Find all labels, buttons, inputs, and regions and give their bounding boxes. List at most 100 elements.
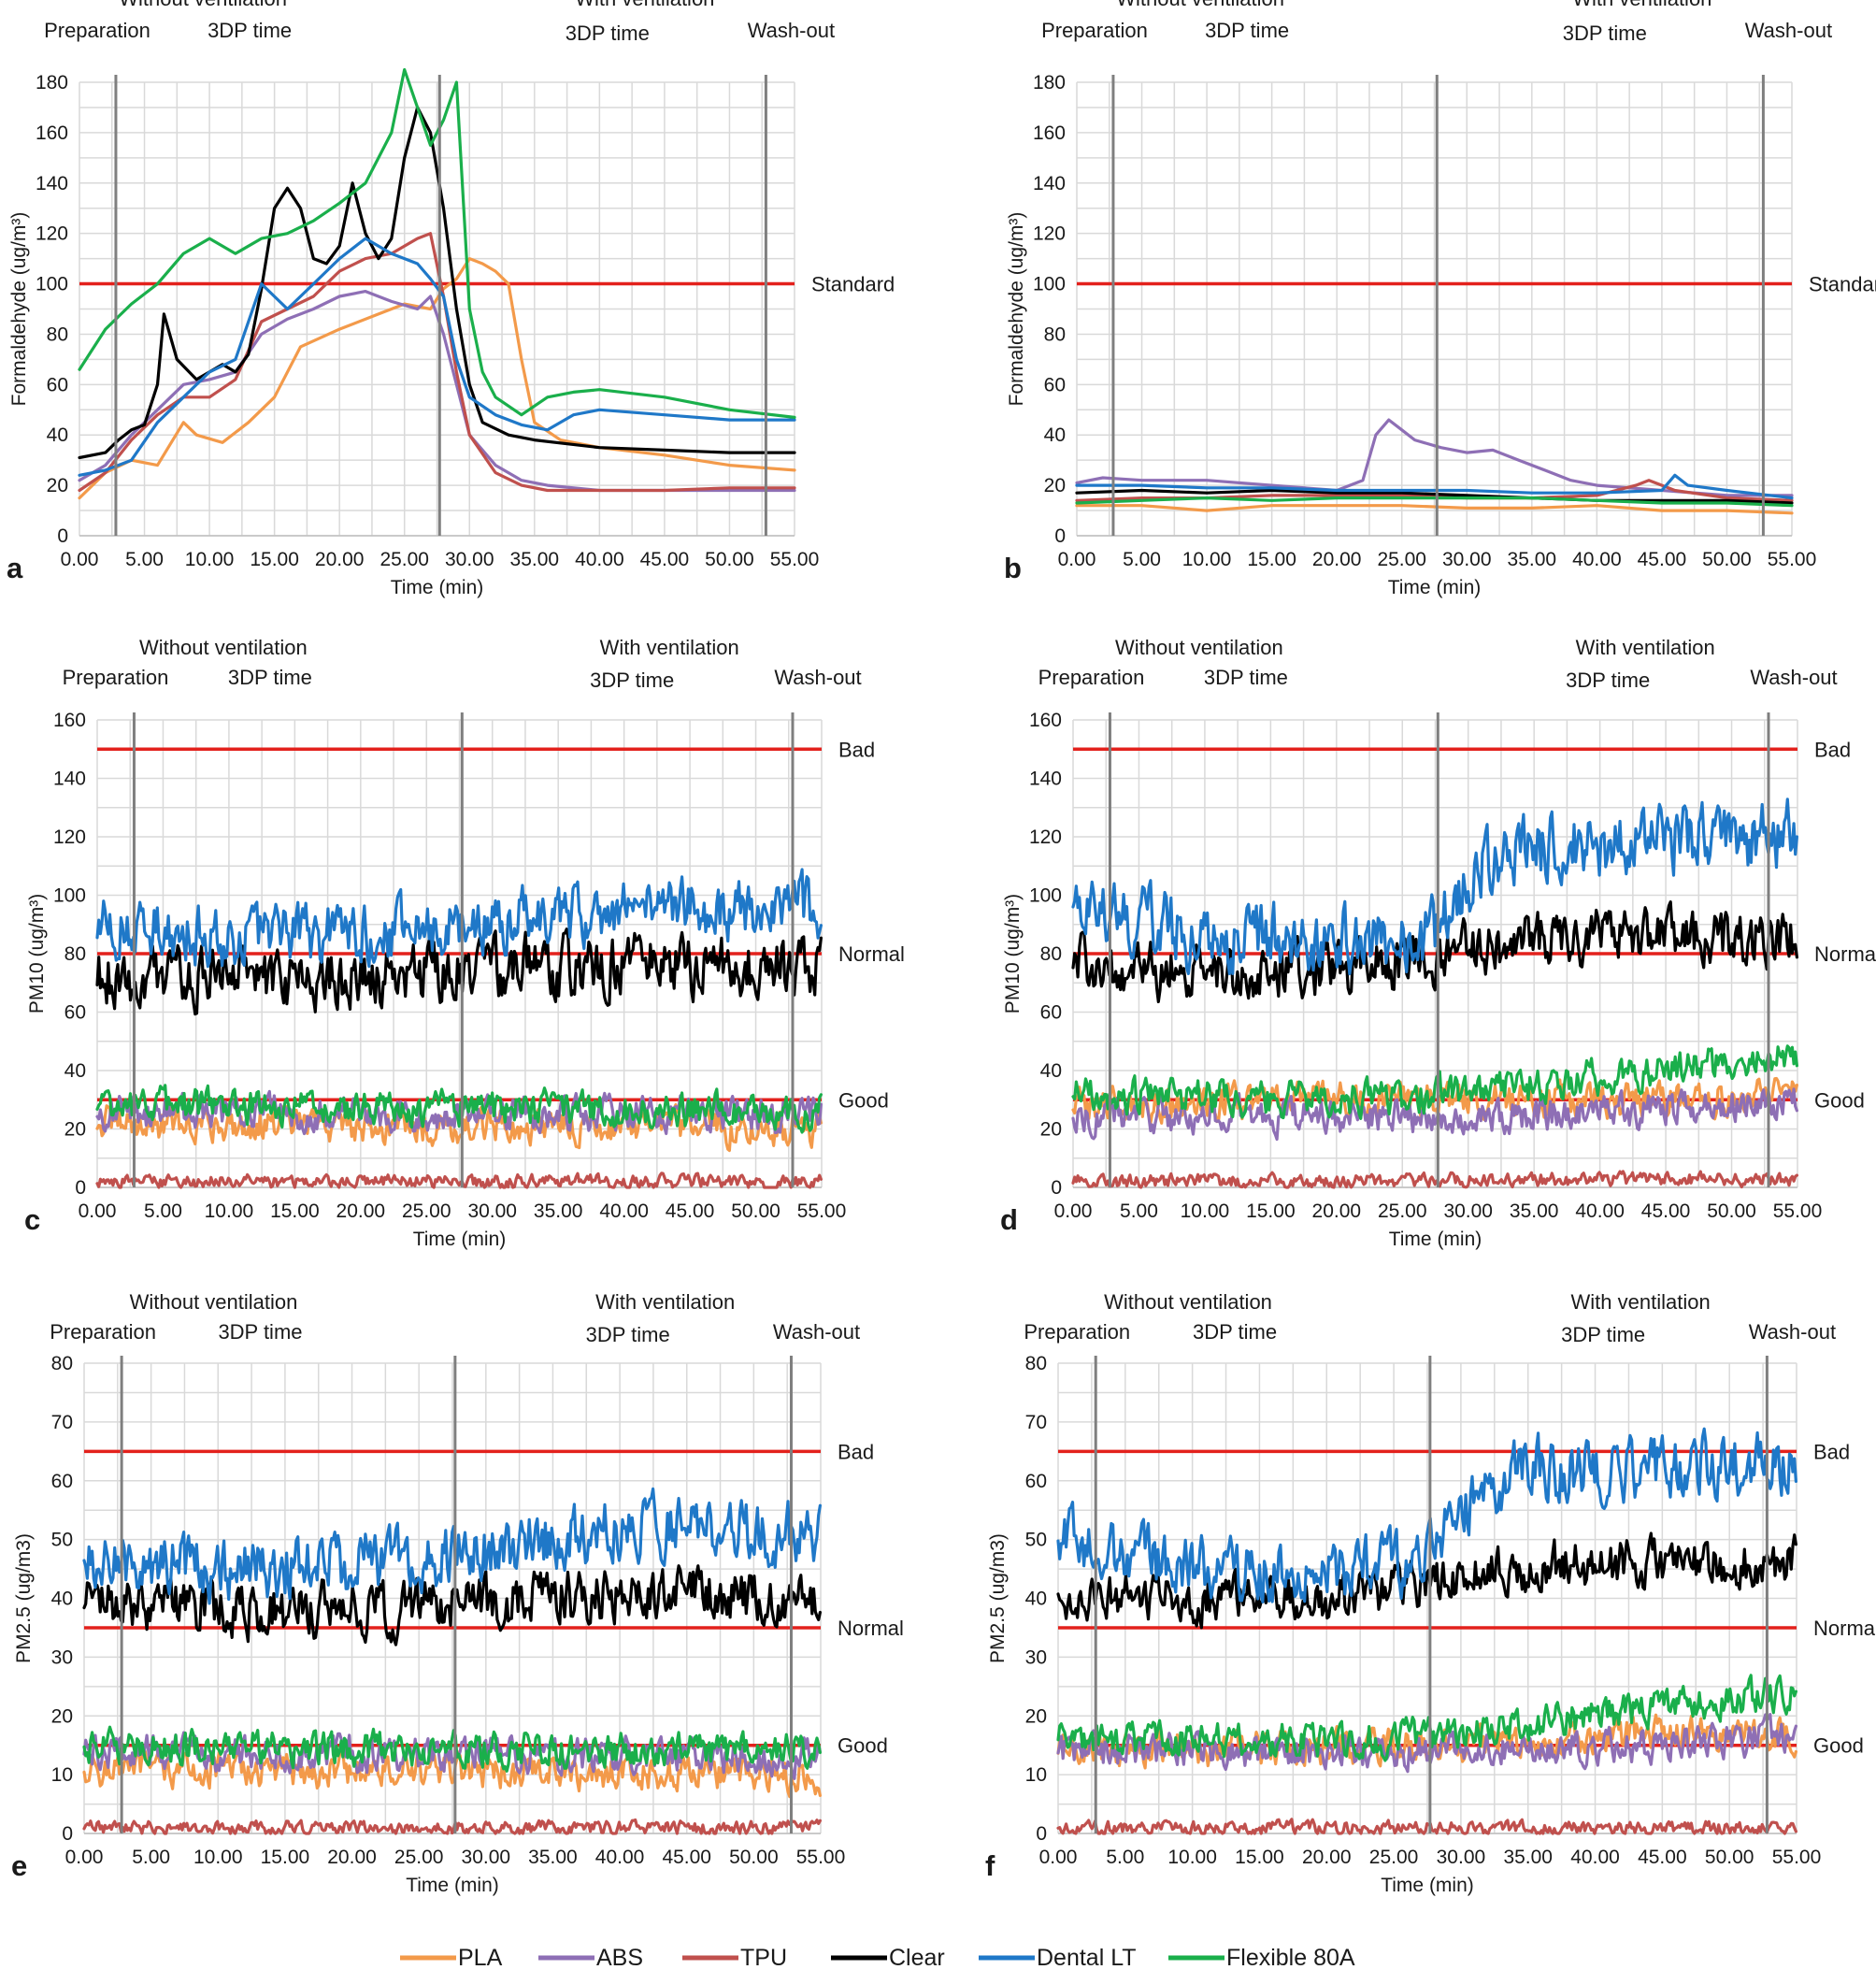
series-line-tpu	[82, 1818, 823, 1835]
phase-label-wash-out: Wash-out	[1750, 666, 1837, 689]
phase-label-preparation: Preparation	[1041, 19, 1148, 42]
x-axis-title: Time (min)	[413, 1229, 507, 1250]
phase-label-without-ventilation: Without ventilation	[1104, 1290, 1272, 1314]
x-tick-label: 55.00	[1773, 1200, 1823, 1222]
series-line-tpu	[95, 1172, 823, 1189]
reference-label-normal: Normal	[1813, 1617, 1876, 1640]
y-tick-label: 60	[1040, 1002, 1062, 1024]
reference-label-good: Good	[838, 1088, 889, 1112]
y-tick-label: 20	[1025, 1705, 1047, 1727]
reference-label-good: Good	[1814, 1088, 1865, 1112]
x-axis-title: Time (min)	[1388, 577, 1482, 598]
legend-label-dental-lt: Dental LT	[1037, 1945, 1137, 1971]
x-axis-title: Time (min)	[1389, 1229, 1482, 1250]
series-line-pla	[1071, 1076, 1799, 1125]
series-line-dental-lt	[1071, 798, 1799, 976]
y-tick-label: 20	[1040, 1119, 1062, 1141]
x-tick-label: 45.00	[1638, 1847, 1687, 1868]
y-tick-label: 160	[36, 122, 68, 144]
x-tick-label: 50.00	[1702, 549, 1752, 570]
series-line-flexible-80a	[1075, 496, 1794, 508]
x-tick-label: 35.00	[1508, 549, 1557, 570]
y-tick-label: 120	[1033, 223, 1066, 245]
x-tick-label: 25.00	[394, 1847, 444, 1868]
y-tick-label: 40	[1025, 1589, 1047, 1610]
x-tick-label: 45.00	[662, 1847, 711, 1868]
x-tick-label: 5.00	[125, 549, 164, 570]
x-tick-label: 55.00	[1768, 549, 1817, 570]
y-tick-label: 70	[51, 1412, 73, 1433]
x-axis-title: Time (min)	[391, 577, 484, 598]
x-tick-label: 15.00	[270, 1200, 320, 1222]
phase-label-preparation: Preparation	[1024, 1320, 1130, 1344]
x-tick-label: 35.00	[510, 549, 560, 570]
x-tick-label: 5.00	[144, 1200, 182, 1222]
chart-panel-f: 0 10 20 30 40 50 60 70 80 0.00 5.00 10.00 15.00 20.00…	[985, 1290, 1876, 1896]
y-tick-label: 40	[1040, 1060, 1062, 1082]
y-axis-title: Formaldehyde (ug/m³)	[8, 212, 30, 407]
chart-panel-e: 0 10 20 30 40 50 60 70 80 0.00 5.00 10.00 15.00 20.00…	[11, 1290, 904, 1896]
phase-label-print-time: 3DP time	[208, 19, 292, 42]
x-tick-label: 15.00	[1247, 549, 1296, 570]
x-tick-label: 30.00	[1442, 549, 1492, 570]
series-line-clear	[1056, 1531, 1798, 1630]
series-line-flexible-80a	[78, 67, 796, 419]
x-tick-label: 50.00	[705, 549, 754, 570]
x-tick-label: 25.00	[1378, 1200, 1427, 1222]
x-tick-label: 5.00	[132, 1847, 170, 1868]
x-tick-label: 10.00	[193, 1847, 243, 1868]
x-tick-label: 15.00	[261, 1847, 310, 1868]
series-line-pla	[1075, 504, 1794, 515]
legend-label-clear: Clear	[889, 1945, 945, 1971]
phase-label-print-time: 3DP time	[1193, 1320, 1277, 1344]
y-tick-label: 70	[1025, 1412, 1047, 1433]
x-tick-label: 20.00	[337, 1200, 386, 1222]
x-tick-label: 35.00	[534, 1200, 583, 1222]
series-line-clear	[78, 106, 796, 460]
y-tick-label: 80	[51, 1353, 73, 1374]
y-tick-label: 120	[53, 827, 86, 848]
x-tick-label: 30.00	[467, 1200, 517, 1222]
y-tick-label: 60	[64, 1002, 86, 1024]
reference-label-normal: Normal	[838, 942, 905, 966]
y-tick-label: 140	[1029, 769, 1062, 790]
y-tick-label: 0	[75, 1177, 86, 1199]
series-line-tpu	[1056, 1818, 1798, 1835]
x-tick-label: 0.00	[1054, 1200, 1093, 1222]
phase-label-preparation: Preparation	[63, 666, 169, 689]
y-axis-title: Formaldehyde (ug/m³)	[1006, 212, 1027, 407]
x-tick-label: 5.00	[1120, 1200, 1158, 1222]
phase-label-preparation: Preparation	[50, 1320, 156, 1344]
reference-label-bad: Bad	[838, 738, 875, 761]
x-tick-label: 55.00	[770, 549, 820, 570]
x-tick-label: 25.00	[1377, 549, 1426, 570]
series-line-flexible-80a	[95, 1084, 823, 1134]
phase-label-wash-out: Wash-out	[1745, 19, 1832, 42]
series-line-clear	[1071, 899, 1799, 1004]
x-axis-title: Time (min)	[1381, 1875, 1474, 1896]
panel-letter: e	[11, 1849, 27, 1882]
series-line-dental-lt	[95, 868, 823, 969]
y-tick-label: 100	[53, 885, 86, 907]
y-tick-label: 140	[36, 173, 68, 194]
y-tick-label: 0	[1054, 525, 1066, 547]
y-tick-label: 180	[36, 72, 68, 93]
x-tick-label: 0.00	[1058, 549, 1096, 570]
phase-label-without-ventilation: Without ventilation	[1115, 636, 1283, 659]
y-tick-label: 120	[36, 223, 68, 245]
x-tick-label: 55.00	[797, 1200, 847, 1222]
x-tick-label: 55.00	[796, 1847, 846, 1868]
y-tick-label: 10	[51, 1764, 73, 1786]
y-tick-label: 60	[1044, 374, 1066, 395]
y-tick-label: 40	[64, 1060, 86, 1082]
y-tick-label: 80	[64, 943, 86, 965]
reference-label-bad: Bad	[1814, 738, 1851, 761]
series-line-tpu	[1071, 1170, 1799, 1189]
x-tick-label: 30.00	[445, 549, 494, 570]
x-tick-label: 10.00	[185, 549, 235, 570]
phase-label-without-ventilation: Without ventilation	[119, 0, 287, 10]
y-tick-label: 20	[64, 1119, 86, 1141]
phase-label-print-time-ventilated: 3DP time	[586, 1323, 670, 1346]
reference-label-good: Good	[838, 1734, 888, 1758]
y-axis-title: PM10 (ug/m³)	[26, 894, 48, 1014]
